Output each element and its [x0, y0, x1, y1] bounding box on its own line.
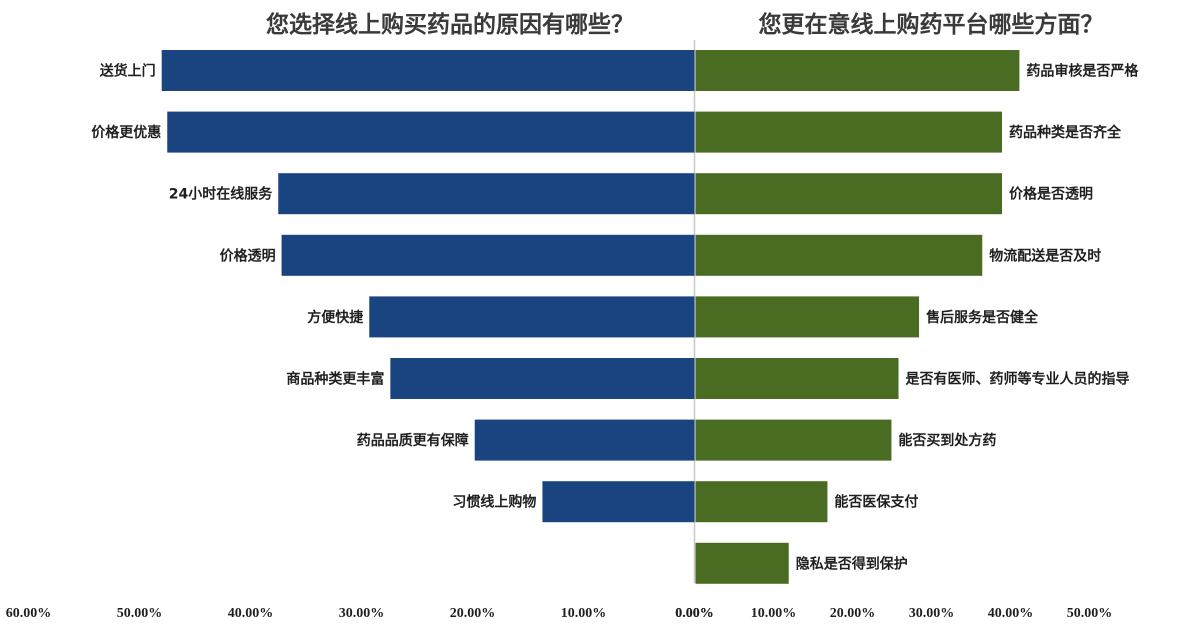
- left-bar: [369, 296, 695, 338]
- left-category-label: 价格更优惠: [91, 124, 161, 141]
- right-category-label: 是否有医师、药师等专业人员的指导: [906, 371, 1130, 388]
- right-axis-tick-label: 10.00%: [751, 606, 797, 621]
- right-category-label: 药品审核是否严格: [1026, 63, 1139, 80]
- right-category-label: 药品种类是否齐全: [1009, 124, 1122, 141]
- left-axis-tick-label: 60.00%: [6, 606, 52, 621]
- right-category-label: 能否买到处方药: [898, 432, 996, 449]
- left-bar: [161, 50, 695, 91]
- right-bar: [695, 358, 899, 399]
- left-axis-tick-label: 50.00%: [117, 606, 163, 621]
- left-axis-tick-label: 10.00%: [561, 606, 607, 621]
- bars-group: [161, 50, 1020, 584]
- right-chart-title: 您更在意线上购药平台哪些方面？: [759, 11, 1104, 38]
- left-category-label: 送货上门: [99, 63, 156, 80]
- left-bar: [390, 358, 695, 399]
- right-bar: [695, 234, 983, 276]
- left-axis-tick-label: 0.00%: [675, 606, 714, 621]
- right-bar: [695, 111, 1003, 153]
- left-chart-title: 您选择线上购买药品的原因有哪些？: [266, 11, 634, 38]
- right-bar: [695, 419, 892, 461]
- right-bar: [695, 481, 828, 523]
- right-axis-tick-label: 0.00%: [675, 606, 714, 621]
- right-category-label: 能否医保支付: [834, 494, 918, 511]
- left-bar: [167, 111, 695, 153]
- left-bar: [542, 481, 695, 523]
- left-category-label: 价格透明: [220, 247, 276, 264]
- left-axis-tick-label: 40.00%: [228, 606, 274, 621]
- left-category-label: 24小时在线服务: [169, 186, 273, 203]
- left-category-label: 习惯线上购物: [452, 494, 536, 511]
- right-axis-tick-label: 20.00%: [830, 606, 876, 621]
- right-axis-tick-label: 30.00%: [909, 606, 955, 621]
- right-bar: [695, 50, 1020, 91]
- left-category-label: 药品品质更有保障: [357, 432, 469, 449]
- right-bar: [695, 173, 1003, 215]
- right-category-label: 价格是否透明: [1009, 186, 1093, 203]
- left-bar: [281, 234, 695, 276]
- left-bar: [474, 419, 695, 461]
- right-axis-tick-label: 50.00%: [1067, 606, 1113, 621]
- right-axis-tick-label: 40.00%: [988, 606, 1034, 621]
- right-category-label: 隐私是否得到保护: [796, 555, 908, 572]
- right-category-label: 售后服务是否健全: [925, 309, 1039, 326]
- right-bar: [695, 542, 789, 584]
- right-category-label: 物流配送是否及时: [989, 247, 1101, 264]
- left-bar: [278, 173, 695, 215]
- axis-ticks-group: 60.00% 50.00% 40.00% 30.00% 20.00% 10.00% 0.00…: [6, 606, 1113, 621]
- right-bar: [695, 296, 920, 338]
- left-axis-tick-label: 30.00%: [339, 606, 385, 621]
- left-category-label: 方便快捷: [307, 309, 364, 326]
- left-category-label: 商品种类更丰富: [286, 371, 384, 388]
- left-axis-tick-label: 20.00%: [450, 606, 496, 621]
